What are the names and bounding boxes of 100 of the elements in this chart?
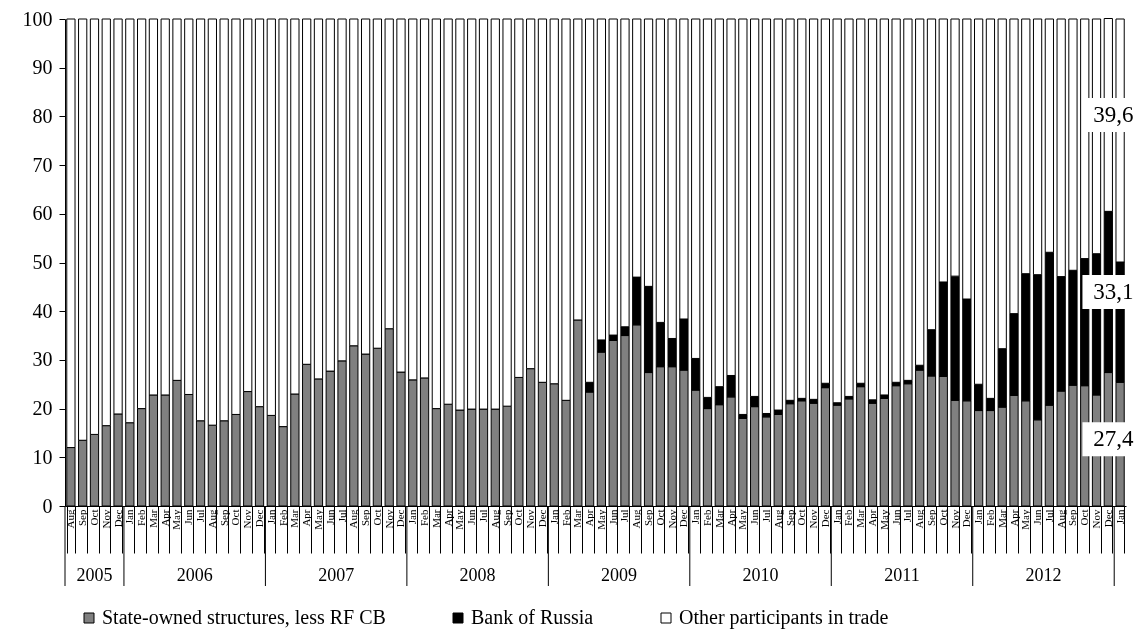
bar	[832, 18, 842, 404]
x-tick-label: Dec	[394, 509, 407, 528]
x-tick-label: Dec	[818, 509, 831, 528]
y-tick-label: 0	[42, 494, 53, 517]
x-tick-label: Oct	[795, 509, 808, 526]
x-tick-label: Jun	[748, 509, 761, 525]
x-tick-label: Dec	[535, 509, 548, 528]
y-tick-label: 60	[32, 202, 53, 225]
bar	[761, 18, 772, 414]
x-tick-label: Mar	[429, 509, 442, 528]
bar	[738, 18, 748, 415]
x-tick-label: Jun	[889, 509, 902, 525]
x-tick-label: Nov	[524, 509, 537, 529]
x-tick-label: Feb	[700, 509, 713, 526]
x-tick-label: Jul	[477, 509, 490, 523]
x-tick-label: Sep	[76, 509, 89, 526]
text: 2008	[459, 565, 496, 585]
x-tick-label: Feb	[559, 509, 572, 526]
x-tick-label: Jan	[123, 509, 136, 525]
data-label: 27,4	[1093, 426, 1134, 452]
x-tick-label: Oct	[512, 509, 525, 526]
x-tick-label: Mar	[571, 509, 584, 528]
x-tick-label: Jul	[335, 509, 348, 523]
y-tick-label: 10	[32, 445, 53, 468]
x-tick-label: Feb	[135, 509, 148, 526]
x-tick-label: Nov	[382, 509, 395, 529]
bar	[867, 18, 878, 401]
y-tick-label: 90	[32, 56, 53, 79]
data-label: 39,6	[1093, 101, 1134, 127]
bar	[856, 18, 866, 384]
x-tick-label: Jan	[406, 509, 419, 525]
x-tick-label: Apr	[724, 509, 737, 527]
x-tick-label: Oct	[1078, 509, 1091, 526]
x-tick-label: Jun	[1031, 509, 1044, 525]
x-tick-label: Aug	[913, 509, 926, 529]
x-tick-label: Nov	[99, 509, 112, 529]
bar	[903, 18, 913, 381]
text: 2005	[76, 565, 113, 585]
x-tick-label: Jun	[182, 509, 195, 525]
x-tick-label: Apr	[866, 509, 879, 527]
x-tick-label: Dec	[677, 509, 690, 528]
x-tick-label: Dec	[1101, 509, 1114, 528]
x-tick-label: Sep	[924, 509, 937, 526]
x-tick-label: Mar	[854, 509, 867, 528]
text: 2009	[601, 565, 638, 585]
x-tick-label: Aug	[205, 509, 218, 529]
bar	[773, 18, 783, 411]
x-tick-label: Dec	[253, 509, 266, 528]
x-tick-label: Aug	[771, 509, 784, 529]
x-tick-label: Mar	[146, 509, 159, 528]
x-tick-label: Aug	[630, 509, 643, 529]
x-tick-label: Jan	[1113, 509, 1126, 525]
x-tick-label: Jul	[194, 509, 207, 523]
text: 2006	[176, 565, 213, 585]
bar	[785, 18, 795, 401]
x-tick-label: Jan	[972, 509, 985, 525]
x-tick-label: Oct	[229, 509, 242, 526]
x-tick-label: Dec	[960, 509, 973, 528]
bar	[797, 18, 807, 399]
x-tick-label: Sep	[1066, 509, 1079, 526]
x-tick-label: Apr	[583, 509, 596, 527]
x-tick-label: Feb	[983, 509, 996, 526]
text: 2010	[742, 565, 779, 585]
y-tick-label: 20	[32, 397, 53, 420]
y-tick-label: 70	[32, 153, 53, 176]
x-tick-label: Nov	[241, 509, 254, 529]
x-tick-label: Mar	[288, 509, 301, 528]
x-tick-label: Oct	[653, 509, 666, 526]
y-tick-label: 40	[32, 299, 53, 322]
x-tick-label: Oct	[936, 509, 949, 526]
text: 2011	[884, 565, 920, 585]
legend-label: Other participants in trade	[679, 606, 889, 629]
x-tick-label: Feb	[276, 509, 289, 526]
x-tick-label: Sep	[217, 509, 230, 526]
x-tick-label: Sep	[500, 509, 513, 526]
x-tick-label: Apr	[1007, 509, 1020, 527]
x-tick-label: Jun	[323, 509, 336, 525]
x-tick-label: Apr	[158, 509, 171, 527]
y-tick-label: 80	[32, 104, 53, 127]
x-tick-label: Mar	[995, 509, 1008, 528]
x-tick-label: Jun	[606, 509, 619, 525]
data-label: 33,1	[1093, 278, 1134, 304]
x-tick-label: Jan	[830, 509, 843, 525]
text: 2007	[318, 565, 355, 585]
text: 2012	[1025, 565, 1062, 585]
x-tick-label: Jun	[465, 509, 478, 525]
y-tick-label: 50	[32, 251, 53, 273]
x-tick-label: Apr	[300, 509, 313, 527]
x-tick-label: Jan	[689, 509, 702, 525]
x-tick-label: Mar	[712, 509, 725, 528]
bar	[891, 18, 901, 383]
x-tick-label: Jul	[1042, 509, 1055, 523]
y-tick-label: 100	[22, 7, 53, 30]
x-tick-label: Apr	[441, 509, 454, 527]
x-tick-label: Sep	[359, 509, 372, 526]
x-tick-label: Feb	[418, 509, 431, 526]
y-tick-label: 30	[32, 348, 53, 371]
x-tick-label: Jul	[759, 509, 772, 523]
x-tick-label: Aug	[347, 509, 360, 529]
x-tick-label: Sep	[783, 509, 796, 526]
